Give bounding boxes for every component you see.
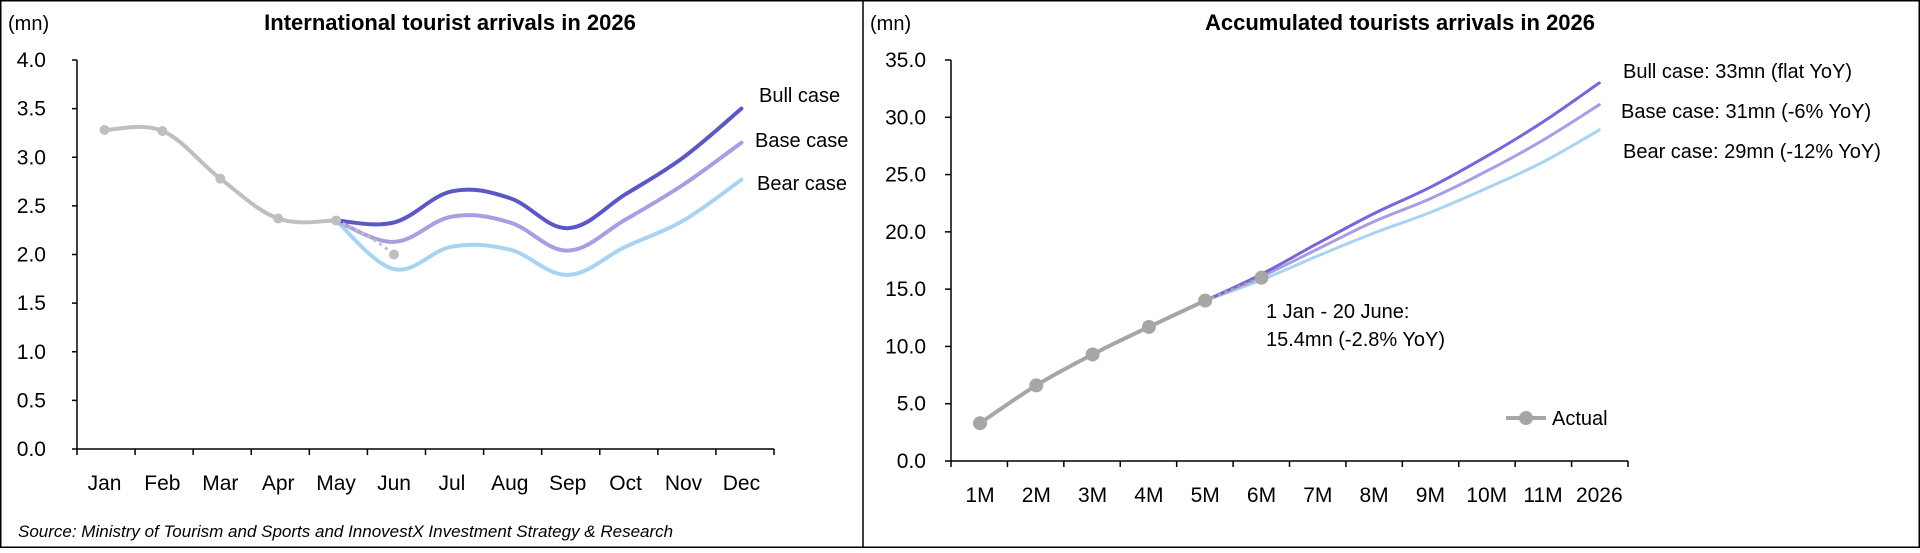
left-y-tick-label: 0.5 bbox=[17, 389, 46, 412]
left-line-bear bbox=[334, 177, 744, 277]
right-y-tick-label: 20.0 bbox=[885, 221, 926, 244]
left-x-tick-label: Jan bbox=[88, 472, 122, 495]
right-actual-point bbox=[1254, 270, 1269, 285]
cumulative-annotation-line2: 15.4mn (-2.8% YoY) bbox=[1266, 329, 1445, 351]
right-label-base: Base case: 31mn (-6% YoY) bbox=[1621, 101, 1871, 123]
right-label-bear: Bear case: 29mn (-12% YoY) bbox=[1623, 141, 1881, 163]
left-x-tick-label: May bbox=[316, 472, 356, 495]
right-actual-point bbox=[973, 416, 987, 431]
left-actual-point bbox=[99, 125, 110, 136]
left-y-ticks: 0.0 0.5 1.0 1.5 2.0 2.5 3.0 3.5 4.0 bbox=[17, 49, 77, 461]
left-x-tick-label: Oct bbox=[609, 472, 642, 495]
right-actual-point bbox=[1085, 347, 1100, 362]
left-y-tick-label: 3.5 bbox=[17, 98, 46, 121]
left-chart: International tourist arrivals in 2026 (… bbox=[8, 10, 848, 541]
cumulative-annotation-line1: 1 Jan - 20 June: bbox=[1266, 301, 1409, 323]
right-chart-title: Accumulated tourists arrivals in 2026 bbox=[1205, 10, 1595, 35]
legend-actual-label: Actual bbox=[1552, 408, 1608, 430]
right-line-actual bbox=[978, 298, 1208, 426]
right-y-unit: (mn) bbox=[870, 13, 911, 35]
left-x-tick-label: Dec bbox=[723, 472, 760, 495]
right-x-tick-label: 2026 bbox=[1576, 484, 1623, 507]
right-x-tick-label: 8M bbox=[1360, 484, 1389, 507]
right-x-tick-label: 5M bbox=[1191, 484, 1220, 507]
right-y-ticks: 0.0 5.0 10.0 15.0 20.0 25.0 30.0 35.0 bbox=[885, 49, 951, 473]
right-y-tick-label: 35.0 bbox=[885, 49, 926, 72]
right-x-tick-label: 6M bbox=[1247, 484, 1276, 507]
left-x-tick-label: Apr bbox=[262, 472, 295, 495]
left-y-unit: (mn) bbox=[8, 13, 49, 35]
left-actual-point bbox=[389, 249, 399, 260]
left-line-bull bbox=[334, 106, 744, 231]
right-x-tick-label: 2M bbox=[1022, 484, 1051, 507]
right-x-tick-label: 10M bbox=[1466, 484, 1507, 507]
left-x-tick-label: Mar bbox=[202, 472, 238, 495]
left-line-actual-partial bbox=[335, 219, 395, 256]
left-x-tick-label: Aug bbox=[491, 472, 528, 495]
right-y-tick-label: 15.0 bbox=[885, 278, 926, 301]
right-x-tick-label: 3M bbox=[1078, 484, 1107, 507]
right-y-tick-label: 0.0 bbox=[897, 450, 926, 473]
right-line-actual-partial bbox=[1204, 276, 1263, 302]
legend-actual-marker bbox=[1519, 411, 1533, 425]
left-actual-point bbox=[215, 173, 226, 184]
source-note: Source: Ministry of Tourism and Sports a… bbox=[18, 522, 673, 541]
left-y-tick-label: 4.0 bbox=[17, 49, 46, 72]
left-y-tick-label: 2.0 bbox=[17, 244, 46, 267]
left-y-tick-label: 1.0 bbox=[17, 341, 46, 364]
right-actual-point bbox=[1141, 319, 1156, 334]
right-actual-point bbox=[1029, 378, 1044, 393]
right-y-tick-label: 25.0 bbox=[885, 164, 926, 187]
left-series bbox=[99, 106, 744, 277]
left-line-base bbox=[334, 140, 744, 253]
right-x-tick-label: 7M bbox=[1303, 484, 1332, 507]
right-x-tick-label: 4M bbox=[1134, 484, 1163, 507]
left-y-tick-label: 3.0 bbox=[17, 146, 46, 169]
legend-actual: Actual bbox=[1506, 408, 1608, 430]
left-chart-title: International tourist arrivals in 2026 bbox=[264, 10, 636, 35]
left-x-ticks: Jan Feb Mar Apr May Jun Jul Aug Sep Oct Nov Dec bbox=[76, 449, 775, 495]
right-actual-point bbox=[1198, 293, 1213, 308]
left-y-tick-label: 0.0 bbox=[17, 438, 46, 461]
right-y-tick-label: 30.0 bbox=[885, 106, 926, 129]
right-x-ticks: 1M 2M 3M 4M 5M 6M 7M 8M 9M 10M 11M 2026 bbox=[950, 461, 1629, 507]
right-line-bull bbox=[1203, 81, 1601, 303]
right-x-tick-label: 9M bbox=[1416, 484, 1445, 507]
right-y-tick-label: 10.0 bbox=[885, 335, 926, 358]
right-line-base bbox=[1203, 103, 1601, 303]
right-chart: Accumulated tourists arrivals in 2026 (m… bbox=[870, 10, 1881, 507]
left-label-bull: Bull case bbox=[759, 85, 840, 107]
left-label-base: Base case bbox=[755, 130, 848, 152]
right-x-tick-label: 11M bbox=[1523, 484, 1562, 507]
left-x-tick-label: Nov bbox=[665, 472, 703, 495]
left-y-tick-label: 2.5 bbox=[17, 195, 46, 218]
left-actual-point bbox=[157, 125, 168, 136]
left-y-tick-label: 1.5 bbox=[17, 292, 46, 315]
left-actual-point bbox=[331, 215, 342, 226]
left-label-bear: Bear case bbox=[757, 173, 847, 195]
left-actual-point bbox=[273, 213, 284, 224]
right-x-tick-label: 1M bbox=[965, 484, 994, 507]
right-series bbox=[973, 81, 1601, 431]
left-x-tick-label: Jun bbox=[377, 472, 411, 495]
left-x-tick-label: Feb bbox=[144, 472, 180, 495]
left-x-tick-label: Jul bbox=[438, 472, 465, 495]
left-x-tick-label: Sep bbox=[549, 472, 586, 495]
right-y-tick-label: 5.0 bbox=[897, 393, 926, 416]
right-label-bull: Bull case: 33mn (flat YoY) bbox=[1623, 61, 1852, 83]
